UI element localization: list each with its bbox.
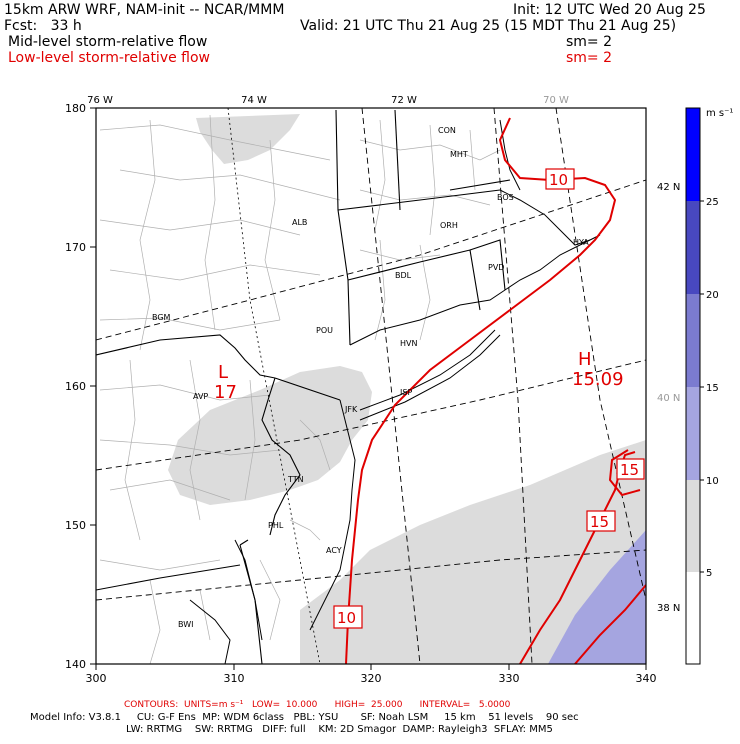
contour-info: CONTOURS: UNITS=m s⁻¹ LOW= 10.000 HIGH= …	[124, 700, 511, 710]
contour-10-north	[345, 117, 617, 664]
city-label: ISP	[400, 388, 412, 397]
pressure-centers: L 17 H 15.09	[214, 349, 624, 403]
x-tick-label: 330	[499, 672, 520, 685]
contour-label: 15	[620, 461, 639, 479]
y-tick-label: 140	[65, 658, 86, 671]
low-value: 17	[214, 382, 237, 403]
city-label: BGM	[152, 313, 171, 322]
x-tick-label: 310	[224, 672, 245, 685]
y-tick-labels: 140 150 160 170 180	[65, 102, 86, 671]
y-tick-label: 180	[65, 102, 86, 115]
x-tick-label: 320	[361, 672, 382, 685]
model-title: 15km ARW WRF, NAM-init -- NCAR/MMM	[4, 2, 285, 18]
field1-label: Mid-level storm-relative flow	[8, 34, 208, 50]
lon-label: 76 W	[87, 95, 113, 106]
y-tick-label: 160	[65, 380, 86, 393]
lon-label: 72 W	[391, 95, 417, 106]
frame-ticks	[90, 107, 647, 670]
contour-label: 15	[590, 513, 609, 531]
city-label: PHL	[268, 521, 284, 530]
valid-time: Valid: 21 UTC Thu 21 Aug 25 (15 MDT Thu …	[300, 18, 677, 34]
city-label: PVD	[488, 263, 504, 272]
lon-label: 74 W	[241, 95, 267, 106]
city-label: HYA	[573, 238, 589, 247]
city-label: AVP	[193, 392, 208, 401]
colorbar-tick: 10	[706, 476, 719, 487]
lat-label: 42 N	[657, 182, 680, 193]
low-symbol: L	[218, 362, 228, 383]
state-borders	[96, 109, 511, 664]
colorbar-units: m s⁻¹	[706, 108, 733, 119]
city-label: HVN	[400, 339, 417, 348]
colorbar-segment	[686, 201, 700, 294]
forecast-hour: Fcst: 33 h	[4, 18, 82, 34]
latlon-grid	[96, 108, 646, 664]
x-tick-label: 340	[636, 672, 657, 685]
colorbar-segment	[686, 294, 700, 387]
x-tick-label: 300	[86, 672, 107, 685]
high-symbol: H	[578, 349, 592, 370]
lat-label: 38 N	[657, 603, 680, 614]
map-content	[96, 108, 646, 664]
city-label: POU	[316, 326, 333, 335]
city-label: BDL	[395, 271, 412, 280]
city-label: ALB	[292, 218, 307, 227]
colorbar: m s⁻¹ 5 10 15 20 25	[685, 107, 733, 665]
field2-smoothing: sm= 2	[566, 50, 613, 66]
contour-label: 10	[337, 609, 356, 627]
colorbar-tick: 25	[706, 197, 719, 208]
city-label: BWI	[178, 620, 193, 629]
city-label: JFK	[344, 405, 358, 414]
lon-label: 70 W	[543, 95, 569, 106]
city-label: TTN	[287, 475, 304, 484]
colorbar-segment	[686, 572, 700, 664]
colorbar-segment	[686, 108, 700, 201]
colorbar-tick: 5	[706, 568, 712, 579]
model-info-line1: Model Info: V3.8.1 CU: G-F Ens MP: WDM 6…	[30, 712, 579, 723]
contour-15-loop	[608, 449, 641, 497]
colorbar-segment	[686, 480, 700, 572]
colorbar-tick: 15	[706, 383, 719, 394]
lat-label: 40 N	[657, 393, 680, 404]
latlon-grid-fine	[227, 108, 321, 664]
contour-label: 10	[549, 171, 568, 189]
model-info-line2: LW: RRTMG SW: RRTMG DIFF: full KM: 2D Sm…	[126, 724, 553, 735]
coastlines	[189, 119, 601, 664]
colorbar-tick: 20	[706, 290, 719, 301]
colorbar-segment	[686, 387, 700, 480]
high-value: 15.09	[572, 369, 624, 390]
field1-smoothing: sm= 2	[566, 34, 613, 50]
y-tick-label: 150	[65, 519, 86, 532]
city-label: CON	[438, 126, 456, 135]
city-labels: CON MHT BOS ALB ORH PVD BDL BGM POU HVN …	[152, 126, 589, 629]
city-label: ORH	[440, 221, 458, 230]
longitude-labels: 76 W 74 W 72 W 70 W	[87, 95, 569, 106]
city-label: ACY	[326, 546, 342, 555]
county-lines	[99, 114, 501, 664]
shade-area-ocean	[300, 440, 646, 664]
contour-labels: 10 15 15 10	[333, 168, 645, 629]
city-label: MHT	[450, 150, 468, 159]
x-tick-labels: 300 310 320 330 340	[86, 672, 657, 685]
init-time: Init: 12 UTC Wed 20 Aug 25	[513, 2, 706, 18]
city-label: BOS	[497, 193, 514, 202]
y-tick-label: 170	[65, 241, 86, 254]
latitude-labels: 42 N 40 N 38 N	[657, 182, 680, 614]
shade-area-ocean-purple	[548, 530, 646, 664]
shade-area-ny-north	[196, 114, 300, 164]
contour-10-se	[574, 584, 646, 664]
field2-label: Low-level storm-relative flow	[8, 50, 211, 66]
